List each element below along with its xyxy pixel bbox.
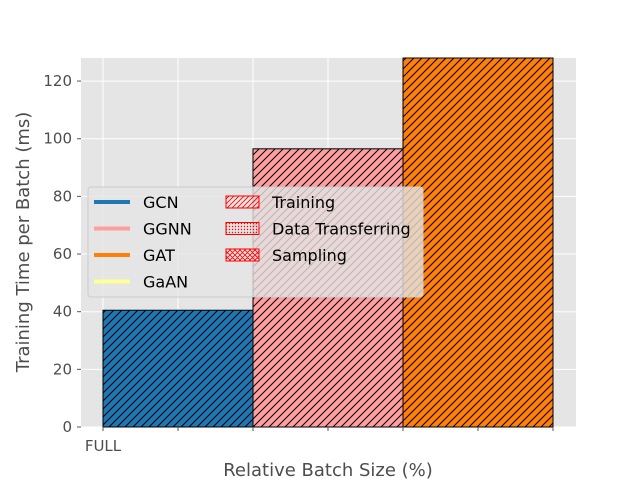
bar-hatch-gat <box>402 57 554 428</box>
legend-label-gcn: GCN <box>143 193 179 212</box>
legend-label-phase: Training <box>271 193 335 212</box>
legend-label-gat: GAT <box>143 246 175 265</box>
x-axis-ticks: FULL <box>85 427 554 455</box>
y-tick-label: 100 <box>43 130 72 148</box>
y-axis-ticks: 0 20 40 60 80 100 120 <box>43 72 81 436</box>
y-tick-label: 0 <box>62 418 72 436</box>
bar-hatch-gcn <box>102 309 254 428</box>
legend-label-phase: Sampling <box>272 246 347 265</box>
legend-label-phase: Data Transferring <box>272 220 411 239</box>
legend-label-ggnn: GGNN <box>143 220 192 239</box>
y-tick-label: 80 <box>53 187 72 205</box>
y-tick-label: 20 <box>53 360 72 378</box>
x-axis-label: Relative Batch Size (%) <box>223 460 433 480</box>
x-tick-label: FULL <box>85 437 122 455</box>
legend-swatch-diagonal <box>225 195 260 209</box>
legend-swatch-cross <box>225 248 260 262</box>
y-tick-label: 60 <box>53 245 72 263</box>
legend-swatch-dots <box>225 222 260 235</box>
legend-label-gaan: GaAN <box>143 273 188 292</box>
legend-box <box>87 186 424 298</box>
y-tick-label: 40 <box>53 303 72 321</box>
y-axis-label: Training Time per Batch (ms) <box>13 112 34 374</box>
legend: GCN GGNN GAT GaAN Training Data Transferring S… <box>87 186 424 298</box>
y-tick-label: 120 <box>43 72 72 90</box>
